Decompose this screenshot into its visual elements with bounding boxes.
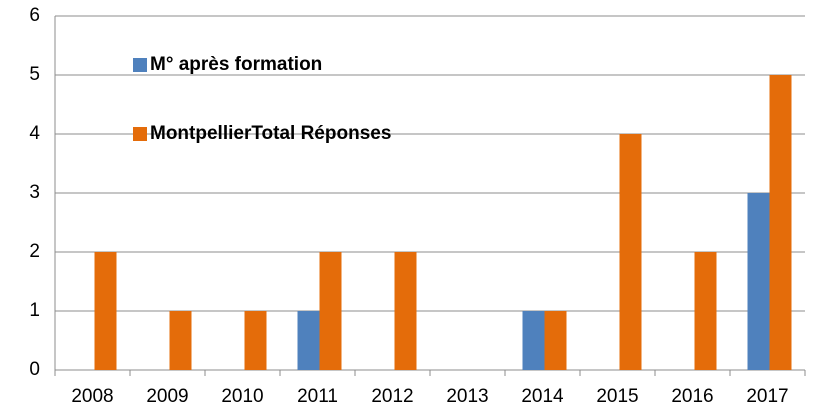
bar (694, 252, 717, 370)
bar (394, 252, 417, 370)
bar (319, 252, 342, 370)
bar (169, 311, 192, 370)
legend-label: MontpellierTotal Réponses (150, 123, 391, 144)
y-tick-label: 4 (29, 123, 40, 144)
y-tick-label: 2 (29, 241, 40, 262)
x-tick-label: 2017 (746, 386, 788, 407)
y-tick-label: 0 (29, 359, 40, 380)
y-tick-label: 3 (29, 182, 40, 203)
y-tick-label: 6 (29, 5, 40, 26)
bar (244, 311, 267, 370)
bar (619, 134, 642, 370)
x-tick-label: 2013 (446, 386, 488, 407)
x-tick-label: 2016 (671, 386, 713, 407)
bar (747, 193, 770, 370)
x-tick-label: 2014 (521, 386, 564, 407)
x-tick-label: 2010 (221, 386, 263, 407)
x-tick-label: 2008 (71, 386, 113, 407)
bar (522, 311, 545, 370)
x-tick-label: 2012 (371, 386, 413, 407)
y-tick-label: 5 (29, 64, 40, 85)
x-tick-label: 2009 (146, 386, 188, 407)
bar (297, 311, 320, 370)
bar (94, 252, 117, 370)
legend-label: M° après formation (150, 54, 322, 75)
y-tick-label: 1 (29, 300, 40, 321)
x-tick-label: 2015 (596, 386, 638, 407)
bar (544, 311, 567, 370)
bar (769, 75, 792, 370)
legend-swatch (133, 127, 147, 141)
x-tick-label: 2011 (297, 386, 338, 407)
legend-swatch (133, 58, 147, 72)
